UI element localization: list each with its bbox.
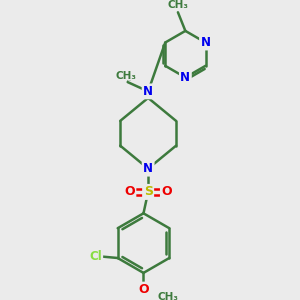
Text: N: N [143,162,153,175]
Text: O: O [124,185,135,198]
Text: Cl: Cl [89,250,102,262]
Text: N: N [143,85,153,98]
Text: CH₃: CH₃ [157,292,178,300]
Text: N: N [200,36,211,49]
Text: O: O [161,185,172,198]
Text: methyl: methyl [127,80,132,81]
Text: S: S [144,185,153,198]
Text: N: N [180,71,190,84]
Text: CH₃: CH₃ [115,70,136,81]
Text: O: O [138,283,149,296]
Text: CH₃: CH₃ [167,0,188,10]
